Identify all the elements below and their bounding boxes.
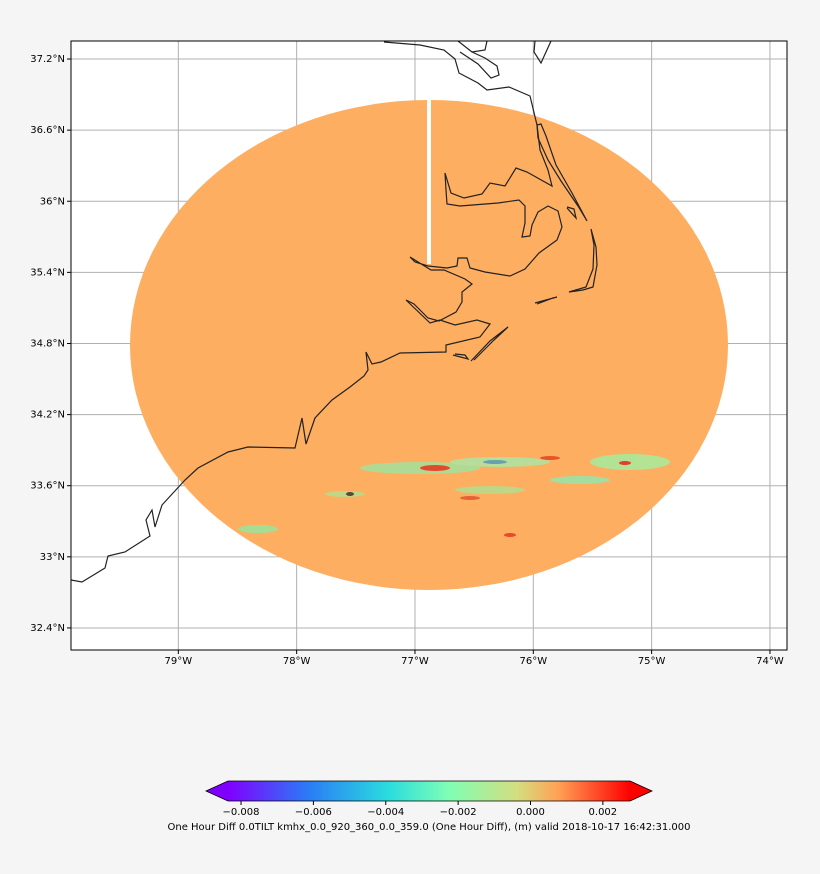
colorbar-tick-label: −0.002 [440,807,477,818]
y-tick-label: 34.2°N [30,410,65,421]
coastline [71,41,598,583]
colorbar-extend-high [630,781,652,801]
y-tick-label: 36.6°N [30,125,65,136]
x-tick-label: 74°W [756,656,784,667]
colorbar-tick-label: 0.002 [589,807,618,818]
colorbar-frame [205,780,653,802]
colorbar [228,781,630,801]
y-tick-label: 36°N [40,196,65,207]
x-tick-label: 77°W [401,656,429,667]
colorbar-tick-label: −0.006 [295,807,332,818]
speckles [238,454,670,537]
y-tick-label: 33°N [40,552,65,563]
colorbar-tick-label: −0.008 [223,807,260,818]
colorbar-label: One Hour Diff 0.0TILT kmhx_0.0_920_360_0… [167,822,690,833]
y-tick-label: 35.4°N [30,267,65,278]
x-tick-label: 78°W [283,656,311,667]
y-tick-label: 33.6°N [30,481,65,492]
colorbar-tick-label: −0.004 [367,807,404,818]
radar-disk [130,100,728,590]
colorbar-extend-low [206,781,228,801]
y-tick-label: 32.4°N [30,623,65,634]
radar-gap [427,98,431,264]
x-tick-label: 76°W [519,656,547,667]
y-tick-label: 37.2°N [30,54,65,65]
plot-frame [70,40,788,651]
colorbar-tick-label: 0.000 [516,807,545,818]
y-tick-label: 34.8°N [30,338,65,349]
x-tick-label: 75°W [638,656,666,667]
radar-field [71,41,728,590]
x-tick-label: 79°W [165,656,193,667]
